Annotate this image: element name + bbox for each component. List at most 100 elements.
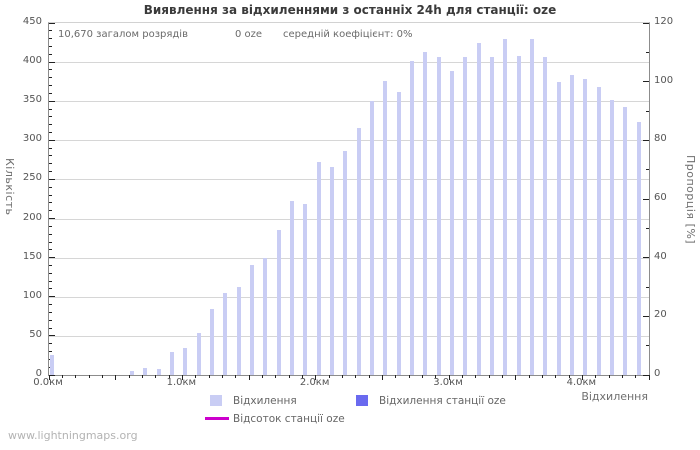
y-tick	[49, 45, 52, 47]
x-tick	[515, 375, 517, 380]
gridline	[49, 296, 649, 298]
y-tick	[49, 225, 52, 227]
gridline	[49, 62, 649, 64]
x-tick-label: 3.0км	[433, 377, 463, 388]
y-tick	[49, 210, 52, 212]
y-tick	[49, 280, 52, 282]
y-tick	[49, 171, 52, 173]
x-tick	[48, 375, 50, 380]
y-tick	[49, 108, 52, 110]
x-tick-label: 4.0км	[566, 377, 597, 388]
y2-tick	[646, 345, 649, 347]
bar-3.4km	[503, 39, 508, 375]
x-tick	[248, 375, 250, 380]
y-tick	[49, 241, 52, 243]
y-tick	[49, 311, 52, 313]
x-tick	[261, 375, 263, 378]
y-tick	[49, 92, 52, 94]
bar-2.7km	[410, 60, 414, 375]
y-tick	[49, 30, 52, 32]
legend-item-deviations: Відхилення	[210, 395, 370, 409]
y-tick	[49, 116, 52, 118]
x-tick	[195, 375, 197, 378]
bar-0.7km	[143, 367, 148, 375]
x-tick	[235, 375, 237, 378]
gridline	[49, 179, 649, 181]
x-tick	[288, 375, 290, 378]
bar-2.2km	[343, 150, 348, 375]
bar-1.4km	[236, 287, 241, 375]
stat-station-count: 0 oze	[235, 29, 263, 40]
bar-2.3km	[356, 127, 361, 375]
y-tick-label: 200	[22, 211, 42, 223]
y2-tick	[643, 81, 649, 83]
y2-tick	[643, 257, 649, 259]
bar-4.4km	[636, 122, 641, 375]
x-tick	[608, 375, 610, 378]
deviations-swatch-icon	[210, 395, 222, 406]
bar-4.3km	[623, 107, 628, 375]
bar-2.6km	[396, 91, 401, 375]
x-tick	[595, 375, 597, 378]
left-axis-title: Кількість	[3, 158, 16, 216]
y-tick-label: 50	[29, 328, 42, 340]
x-tick	[221, 375, 223, 378]
station-percent-line-icon	[205, 417, 229, 420]
bar-1.1km	[196, 332, 201, 375]
bar-3.6km	[530, 38, 534, 375]
y-tick	[49, 178, 55, 180]
x-tick	[88, 375, 90, 378]
x-tick	[435, 375, 437, 378]
y-tick	[49, 218, 55, 220]
y2-tick-label: 60	[654, 192, 667, 203]
x-tick-label: 2.0км	[299, 377, 330, 388]
x-tick	[648, 375, 650, 380]
bar-3.1km	[463, 57, 468, 375]
x-tick	[101, 375, 103, 378]
x-tick	[328, 375, 330, 378]
bar-0.9km	[170, 351, 174, 375]
y-tick	[49, 124, 52, 126]
bar-3.7km	[543, 56, 548, 375]
x-tick	[61, 375, 63, 378]
legend-label: Відхилення	[233, 395, 297, 407]
x-tick-label: 1.0км	[166, 377, 197, 388]
y-tick-label: 400	[22, 55, 42, 67]
y-tick	[49, 147, 52, 149]
x-tick	[168, 375, 170, 378]
y-tick-label: 300	[22, 133, 42, 145]
x-tick	[475, 375, 477, 378]
y-tick	[49, 374, 55, 376]
bar-1.2km	[210, 309, 214, 375]
bar-2.9km	[436, 57, 441, 375]
bar-1.3km	[223, 292, 228, 375]
y-tick-label: 0	[35, 368, 42, 379]
gridline	[49, 218, 649, 220]
y2-tick-label: 100	[654, 74, 674, 86]
y-tick	[49, 194, 52, 196]
y-tick	[49, 335, 55, 337]
plot-area	[48, 22, 650, 380]
x-tick	[528, 375, 530, 378]
y-tick	[49, 202, 52, 204]
watermark: www.lightningmaps.org	[8, 429, 138, 442]
bar-3.5km	[516, 55, 521, 375]
y2-tick	[646, 227, 649, 229]
bar-1.9km	[303, 204, 308, 375]
x-tick	[381, 375, 383, 380]
y2-tick	[643, 139, 649, 141]
bar-1.0km	[183, 347, 188, 375]
y-tick-label: 150	[22, 250, 42, 262]
y-tick	[49, 288, 52, 290]
bar-1.8km	[290, 201, 294, 375]
y-tick-label: 250	[22, 172, 42, 184]
bar-1.6km	[263, 257, 268, 375]
y2-tick	[646, 51, 649, 53]
y-tick	[49, 272, 52, 274]
y-tick	[49, 249, 52, 251]
y-tick	[49, 296, 55, 298]
station-deviations-swatch-icon	[356, 395, 368, 406]
y-tick	[49, 304, 52, 306]
x-tick	[115, 375, 117, 380]
